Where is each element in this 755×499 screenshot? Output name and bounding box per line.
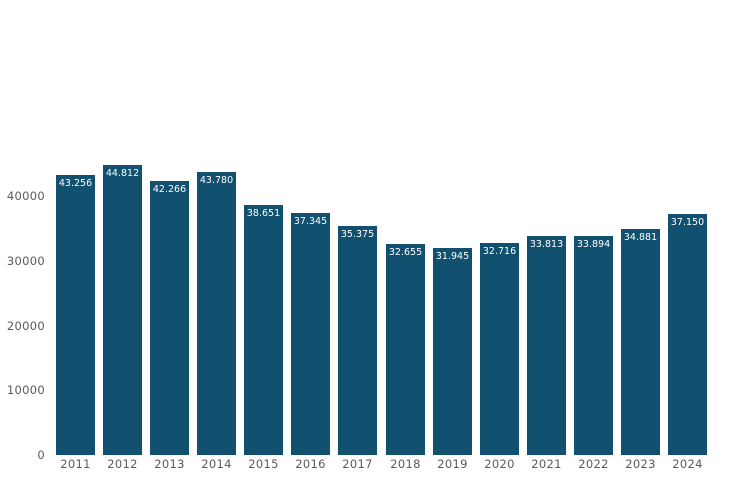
y-axis-tick-label: 20000 (6, 318, 45, 333)
x-axis-label-2011: 2011 (60, 457, 91, 471)
x-axis-label-2020: 2020 (484, 457, 515, 471)
x-axis-label-2012: 2012 (107, 457, 138, 471)
bar-value-label: 42.266 (152, 184, 187, 195)
bar-value-label: 43.780 (199, 175, 234, 186)
bar-2015: 38.651 (244, 205, 283, 455)
x-axis-label-2023: 2023 (625, 457, 656, 471)
bar-2018: 32.655 (386, 244, 425, 455)
bar-2016: 37.345 (291, 213, 330, 455)
bar-value-label: 33.813 (529, 239, 564, 250)
x-axis-label-2013: 2013 (154, 457, 185, 471)
x-axis-label-2015: 2015 (248, 457, 279, 471)
bar-2017: 35.375 (338, 226, 377, 455)
x-axis-label-2014: 2014 (201, 457, 232, 471)
bar-value-label: 38.651 (246, 208, 281, 219)
bar-2014: 43.780 (197, 172, 236, 455)
bar-2012: 44.812 (103, 165, 142, 455)
bar-value-label: 32.655 (388, 247, 423, 258)
bar-2024: 37.150 (668, 214, 707, 455)
bar-2011: 43.256 (56, 175, 95, 455)
y-axis-tick-label: 30000 (6, 253, 45, 268)
bar-2023: 34.881 (621, 229, 660, 455)
bar-2022: 33.894 (574, 236, 613, 455)
x-axis-label-2016: 2016 (295, 457, 326, 471)
bar-value-label: 43.256 (58, 178, 93, 189)
x-axis-label-2024: 2024 (672, 457, 703, 471)
bar-2013: 42.266 (150, 181, 189, 455)
bar-value-label: 32.716 (482, 246, 517, 257)
x-axis-label-2017: 2017 (342, 457, 373, 471)
x-axis-label-2019: 2019 (437, 457, 468, 471)
y-axis-tick-label: 40000 (6, 189, 45, 203)
bar-2019: 31.945 (433, 248, 472, 455)
bar-value-label: 35.375 (340, 229, 375, 240)
bar-value-label: 31.945 (435, 251, 470, 262)
y-axis-tick-label: 10000 (6, 383, 45, 398)
bar-value-label: 44.812 (105, 168, 140, 179)
bar-value-label: 33.894 (576, 239, 611, 250)
y-axis-tick-label: 0 (37, 448, 45, 462)
bar-2021: 33.813 (527, 236, 566, 455)
x-axis-label-2022: 2022 (578, 457, 609, 471)
bar-value-label: 37.150 (670, 217, 705, 228)
bar-value-label: 34.881 (623, 232, 658, 243)
bar-value-label: 37.345 (293, 216, 328, 227)
bar-2020: 32.716 (480, 243, 519, 455)
x-axis-label-2018: 2018 (390, 457, 421, 471)
x-axis-label-2021: 2021 (531, 457, 562, 471)
